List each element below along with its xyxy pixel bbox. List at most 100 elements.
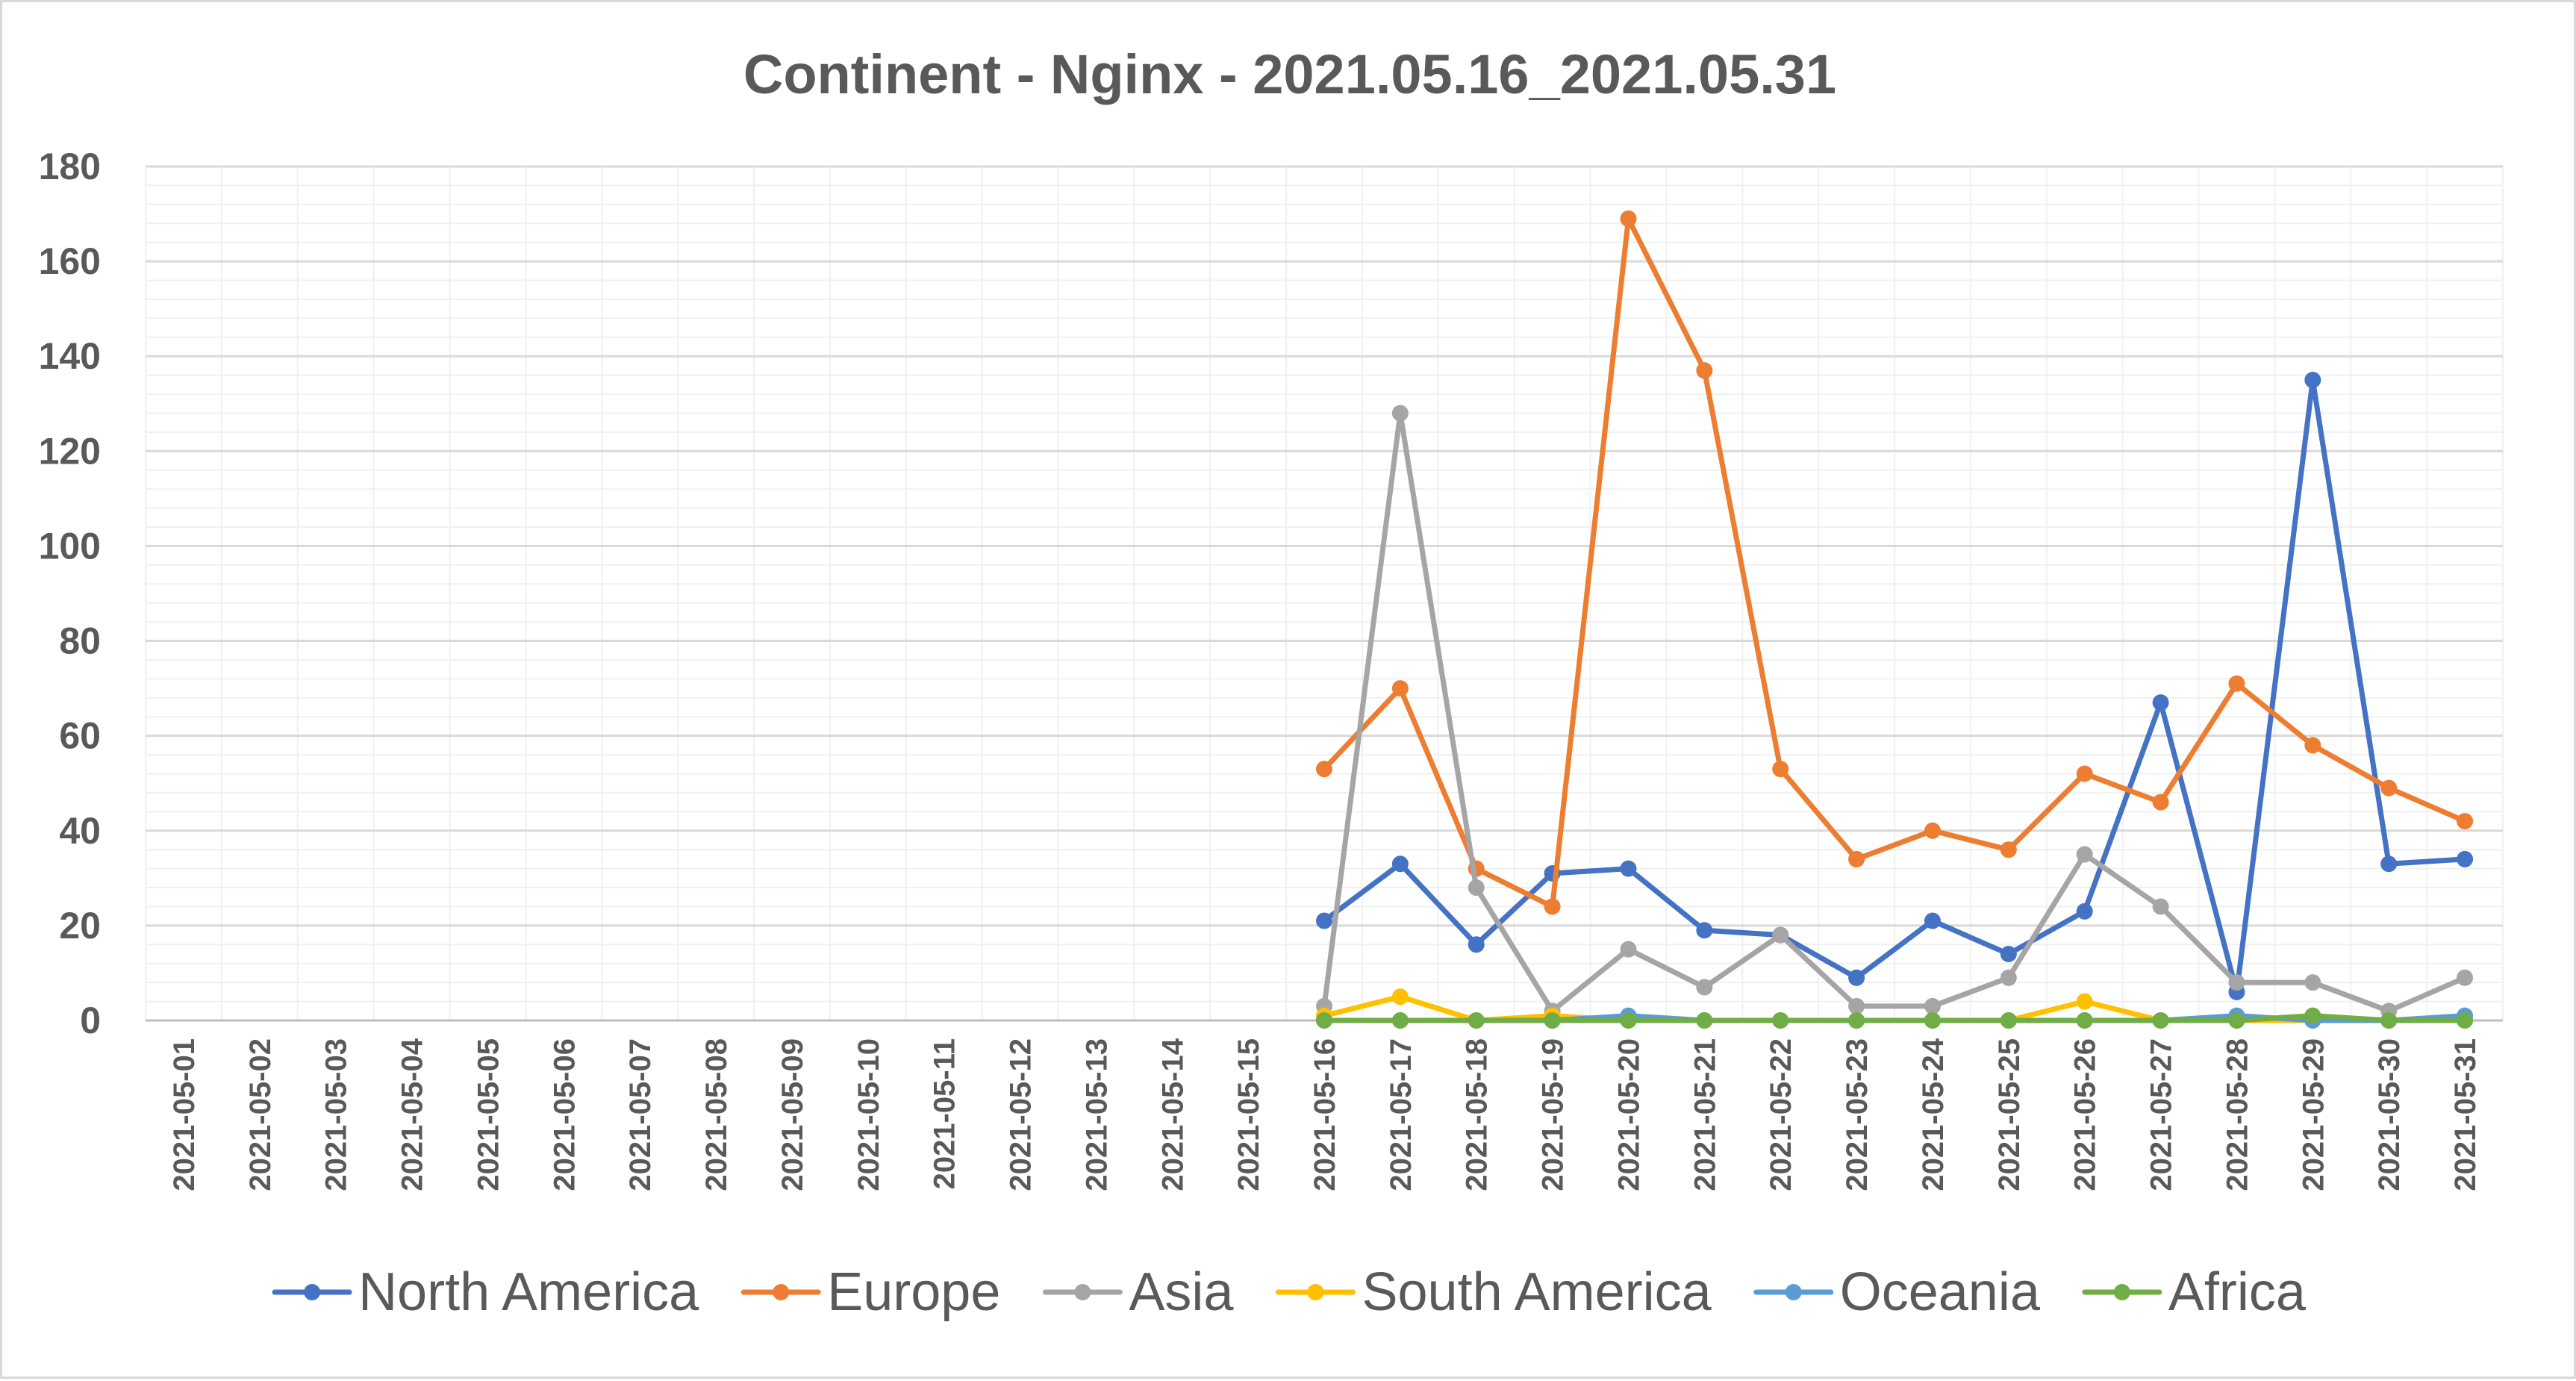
y-tick-label: 140 — [39, 335, 101, 377]
x-tick-label: 2021-05-10 — [852, 1038, 885, 1191]
data-point-africa — [2000, 1012, 2017, 1029]
data-point-africa — [2457, 1012, 2474, 1029]
data-point-africa — [1391, 1012, 1409, 1029]
x-tick-label: 2021-05-07 — [624, 1038, 657, 1191]
legend-swatch-marker — [1785, 1284, 1802, 1300]
y-tick-label: 180 — [39, 146, 101, 187]
data-point-south-america — [1391, 988, 1409, 1006]
y-tick-label: 40 — [59, 810, 101, 852]
data-point-europe — [2000, 841, 2017, 858]
data-point-europe — [2228, 675, 2245, 692]
x-tick-label: 2021-05-27 — [2145, 1038, 2178, 1191]
data-point-europe — [2380, 779, 2398, 797]
legend-swatch-marker — [1074, 1284, 1091, 1300]
data-point-africa — [2228, 1012, 2245, 1029]
data-point-south-america — [2076, 993, 2093, 1010]
data-point-north-america — [2152, 694, 2169, 711]
data-point-europe — [1316, 761, 1332, 778]
x-tick-label: 2021-05-11 — [929, 1038, 961, 1189]
legend-label: Oceania — [1840, 1262, 2041, 1322]
series-line-north-america — [1321, 377, 2468, 995]
y-tick-label: 100 — [39, 525, 101, 567]
data-point-europe — [2457, 813, 2474, 830]
data-point-africa — [1544, 1012, 1561, 1029]
legend-label: Europe — [827, 1262, 1000, 1322]
x-tick-label: 2021-05-09 — [776, 1038, 809, 1191]
legend-swatch-marker — [2113, 1284, 2130, 1300]
data-point-asia — [1924, 997, 1941, 1014]
x-tick-label: 2021-05-30 — [2373, 1038, 2406, 1191]
legend-swatch-marker — [304, 1284, 321, 1300]
y-tick-label: 120 — [39, 430, 101, 472]
x-tick-label: 2021-05-21 — [1688, 1038, 1721, 1191]
legend-label: Asia — [1129, 1262, 1234, 1322]
x-tick-label: 2021-05-02 — [244, 1038, 277, 1191]
legend-item: South America — [1275, 1262, 1712, 1322]
data-point-north-america — [1848, 969, 1865, 986]
y-tick-label: 160 — [39, 240, 101, 282]
data-point-north-america — [2000, 946, 2017, 963]
data-point-asia — [2000, 969, 2017, 986]
x-tick-label: 2021-05-31 — [2449, 1038, 2482, 1191]
chart-title: Continent - Nginx - 2021.05.16_2021.05.3… — [743, 43, 1836, 105]
y-tick-label: 20 — [59, 905, 101, 947]
data-point-asia — [1468, 879, 1485, 897]
data-point-north-america — [2457, 850, 2474, 867]
data-point-north-america — [1391, 855, 1409, 873]
series-europe — [1316, 210, 2474, 915]
x-tick-label: 2021-05-16 — [1309, 1038, 1341, 1191]
x-tick-label: 2021-05-05 — [472, 1038, 505, 1191]
data-point-asia — [1391, 405, 1409, 422]
data-point-africa — [2380, 1012, 2398, 1029]
data-point-asia — [1848, 997, 1865, 1014]
data-point-africa — [1620, 1012, 1637, 1029]
legend: North America Europe Asia South America Ocea… — [272, 1262, 2307, 1322]
data-point-africa — [2076, 1012, 2093, 1029]
series-asia — [1316, 405, 2474, 1020]
x-tick-label: 2021-05-26 — [2069, 1038, 2102, 1191]
data-point-europe — [1391, 680, 1409, 697]
legend-swatch-marker — [773, 1284, 790, 1300]
x-tick-label: 2021-05-20 — [1612, 1038, 1645, 1191]
legend-item: Europe — [740, 1262, 1000, 1322]
data-point-africa — [2152, 1012, 2169, 1029]
data-point-europe — [1848, 850, 1865, 867]
data-point-asia — [2304, 974, 2321, 991]
data-point-africa — [1772, 1012, 1789, 1029]
x-tick-label: 2021-05-14 — [1156, 1038, 1189, 1191]
legend-item: North America — [272, 1262, 699, 1322]
legend-label: North America — [358, 1262, 699, 1322]
axes: 0 20 40 60 80 100 120 140 160 180 2021-05-01 2021-0… — [39, 146, 2503, 1191]
data-point-europe — [1544, 898, 1561, 915]
x-tick-label: 2021-05-28 — [2221, 1038, 2254, 1191]
data-point-africa — [1316, 1012, 1332, 1029]
data-point-europe — [1772, 761, 1789, 778]
data-point-africa — [1924, 1012, 1941, 1029]
data-point-europe — [1696, 362, 1713, 379]
series-line-europe — [1321, 216, 2468, 909]
x-tick-label: 2021-05-29 — [2297, 1038, 2330, 1191]
series-africa — [1316, 1007, 2474, 1029]
legend-label: South America — [1362, 1262, 1712, 1322]
legend-item: Africa — [2082, 1262, 2307, 1322]
data-point-asia — [2076, 846, 2093, 863]
data-point-asia — [1696, 979, 1713, 996]
data-point-europe — [2304, 737, 2321, 754]
legend-item: Asia — [1042, 1262, 1234, 1322]
data-point-asia — [1772, 926, 1789, 944]
legend-label: Africa — [2168, 1262, 2307, 1322]
data-point-europe — [2076, 765, 2093, 782]
x-tick-label: 2021-05-23 — [1841, 1038, 1874, 1191]
x-tick-label: 2021-05-18 — [1461, 1038, 1494, 1191]
data-point-europe — [1620, 210, 1637, 227]
data-point-africa — [1696, 1012, 1713, 1029]
data-point-north-america — [1696, 922, 1713, 939]
y-tick-label: 80 — [59, 620, 101, 662]
x-tick-label: 2021-05-01 — [168, 1038, 201, 1191]
data-point-north-america — [2076, 903, 2093, 920]
x-tick-label: 2021-05-15 — [1232, 1038, 1265, 1191]
x-tick-label: 2021-05-08 — [700, 1038, 733, 1191]
series-line-asia — [1321, 411, 2468, 1014]
data-point-north-america — [1316, 912, 1332, 929]
